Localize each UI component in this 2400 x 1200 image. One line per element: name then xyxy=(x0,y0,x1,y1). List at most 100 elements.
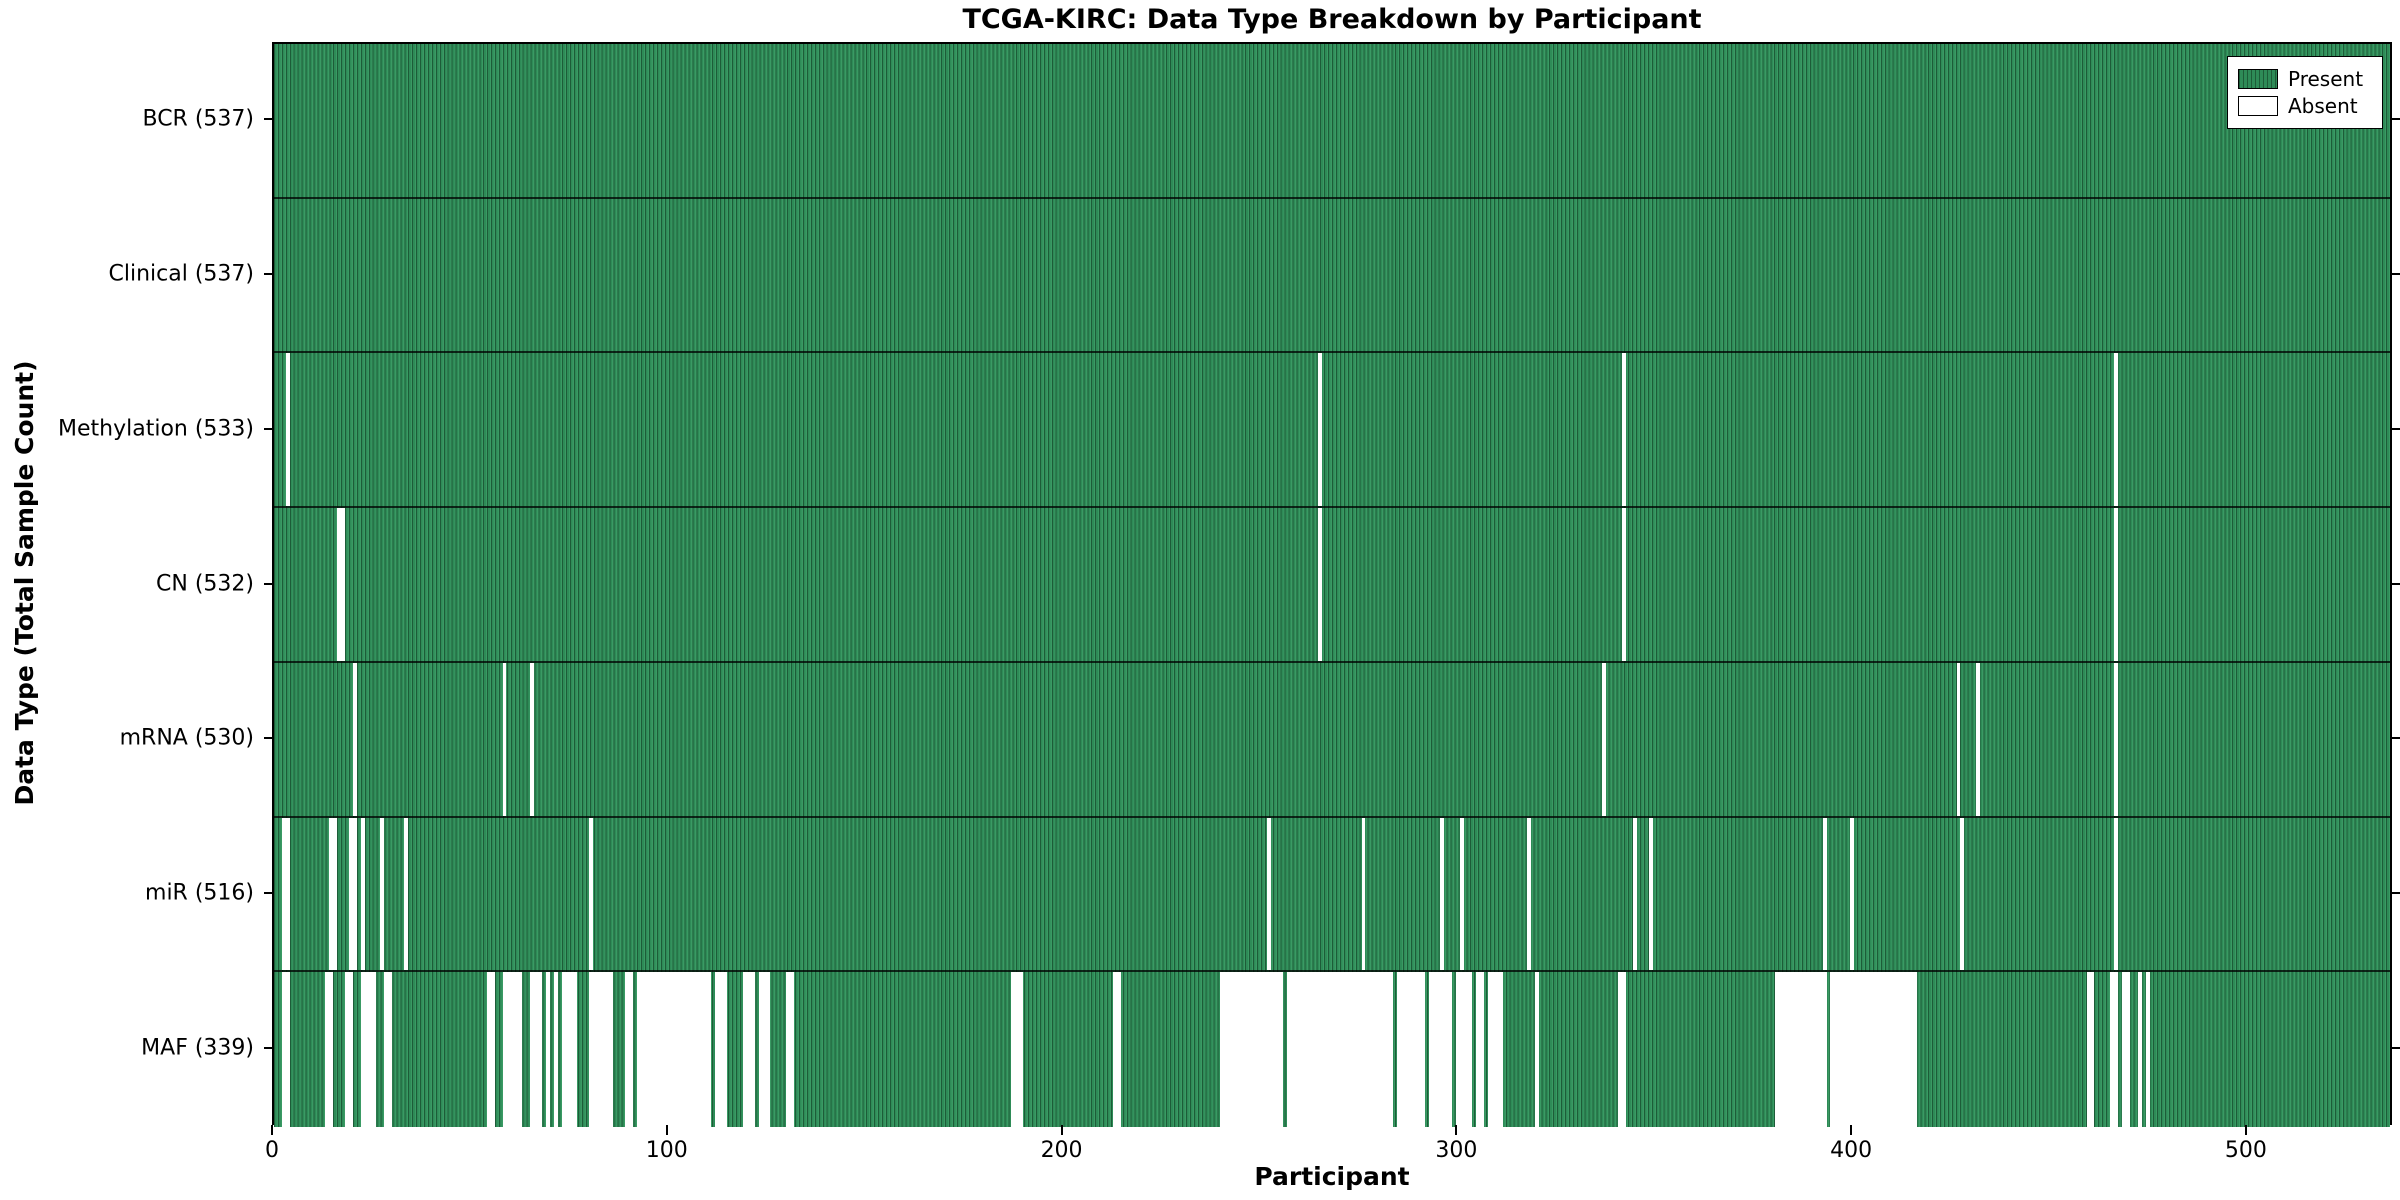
absent-stripe xyxy=(1976,662,1981,816)
absent-stripe xyxy=(1649,817,1654,971)
absent-stripe xyxy=(384,972,393,1127)
absent-stripe xyxy=(2145,972,2150,1127)
absent-stripe xyxy=(1397,972,1425,1127)
y-tick-label-bcr: BCR (537) xyxy=(142,106,254,132)
y-tick-mark xyxy=(264,118,272,121)
absent-stripe xyxy=(1460,817,1464,971)
y-axis-label: Data Type (Total Sample Count) xyxy=(10,360,39,806)
x-tick-label: 200 xyxy=(1040,1138,1083,1163)
absent-stripe xyxy=(329,817,338,971)
absent-stripe xyxy=(502,972,523,1127)
absent-stripe xyxy=(1621,508,1626,661)
absent-stripe xyxy=(337,508,345,661)
chart-row-bcr xyxy=(274,44,2390,199)
absent-stripe xyxy=(2114,353,2119,507)
y-tick-label-cn: CN (532) xyxy=(156,571,254,596)
y-tick-label-mrna: mRNA (530) xyxy=(119,725,254,751)
absent-stripe xyxy=(1850,817,1855,971)
absent-stripe xyxy=(589,817,594,971)
absent-stripe xyxy=(1960,817,1965,971)
x-tick-mark xyxy=(665,1125,668,1135)
x-tick-mark xyxy=(1850,1125,1853,1135)
chart-row-cn xyxy=(274,508,2390,663)
y-tick-mark xyxy=(264,891,272,894)
y-tick-mark xyxy=(2392,118,2400,121)
absent-stripe xyxy=(2137,972,2142,1127)
legend-label-absent: Absent xyxy=(2288,94,2358,118)
y-tick-mark xyxy=(264,1046,272,1049)
x-tick-label: 500 xyxy=(2224,1138,2267,1163)
legend: Present Absent xyxy=(2227,56,2383,129)
legend-item-absent: Absent xyxy=(2238,94,2372,118)
chart-title: TCGA-KIRC: Data Type Breakdown by Partic… xyxy=(962,4,1702,35)
chart-row-methylation xyxy=(274,353,2390,509)
absent-stripe xyxy=(2114,817,2119,971)
y-tick-mark xyxy=(2392,582,2400,585)
absent-stripe xyxy=(1534,972,1539,1127)
y-tick-label-mir: miR (516) xyxy=(145,880,254,906)
legend-label-present: Present xyxy=(2288,67,2364,91)
absent-stripe xyxy=(530,662,535,816)
absent-stripe xyxy=(1361,817,1366,971)
chart-row-mrna xyxy=(274,662,2390,818)
absent-stripe xyxy=(1286,972,1394,1127)
absent-stripe xyxy=(1487,972,1504,1127)
y-tick-label-clinical: Clinical (537) xyxy=(108,261,254,287)
y-tick-mark xyxy=(2392,891,2400,894)
absent-stripe xyxy=(553,972,558,1127)
absent-stripe xyxy=(1318,353,1323,507)
x-tick-mark xyxy=(1060,1125,1063,1135)
y-tick-mark xyxy=(2392,1046,2400,1049)
absent-stripe xyxy=(1617,972,1626,1127)
absent-stripe xyxy=(1775,972,1827,1127)
absent-swatch-icon xyxy=(2238,96,2278,116)
x-tick-label: 400 xyxy=(1830,1138,1873,1163)
absent-stripe xyxy=(2114,508,2119,661)
absent-stripe xyxy=(1266,817,1271,971)
present-swatch-icon xyxy=(2238,69,2278,89)
absent-stripe xyxy=(1830,972,1918,1127)
absent-stripe xyxy=(281,817,290,971)
y-tick-mark xyxy=(264,582,272,585)
absent-stripe xyxy=(636,972,712,1127)
y-tick-mark xyxy=(264,427,272,430)
absent-stripe xyxy=(360,972,377,1127)
x-tick-label: 300 xyxy=(1435,1138,1478,1163)
absent-stripe xyxy=(1440,817,1445,971)
chart-row-mir xyxy=(274,817,2390,973)
absent-stripe xyxy=(502,662,507,816)
absent-stripe xyxy=(344,972,353,1127)
y-tick-label-methylation: Methylation (533) xyxy=(58,416,254,442)
y-tick-mark xyxy=(2392,737,2400,740)
x-tick-label: 100 xyxy=(645,1138,688,1163)
absent-stripe xyxy=(1601,662,1606,816)
absent-stripe xyxy=(285,353,290,507)
absent-stripe xyxy=(758,972,771,1127)
x-axis-label: Participant xyxy=(1254,1162,1410,1191)
absent-stripe xyxy=(1113,972,1122,1127)
absent-stripe xyxy=(1318,508,1323,661)
x-tick-mark xyxy=(2244,1125,2247,1135)
absent-stripe xyxy=(786,972,795,1127)
absent-stripe xyxy=(380,817,385,971)
absent-stripe xyxy=(2086,972,2095,1127)
absent-stripe xyxy=(1010,972,1023,1127)
x-tick-label: 0 xyxy=(265,1138,279,1163)
plot-area xyxy=(272,42,2392,1127)
absent-stripe xyxy=(1621,353,1626,507)
absent-stripe xyxy=(2122,972,2130,1127)
absent-stripe xyxy=(1428,972,1453,1127)
absent-stripe xyxy=(2110,972,2119,1127)
absent-stripe xyxy=(1633,817,1638,971)
absent-stripe xyxy=(1219,972,1283,1127)
legend-item-present: Present xyxy=(2238,67,2372,91)
absent-stripe xyxy=(2114,662,2119,816)
absent-stripe xyxy=(1475,972,1484,1127)
y-tick-mark xyxy=(2392,427,2400,430)
absent-stripe xyxy=(715,972,728,1127)
y-tick-mark xyxy=(264,737,272,740)
absent-stripe xyxy=(1456,972,1472,1127)
x-tick-mark xyxy=(271,1125,273,1135)
absent-stripe xyxy=(742,972,755,1127)
